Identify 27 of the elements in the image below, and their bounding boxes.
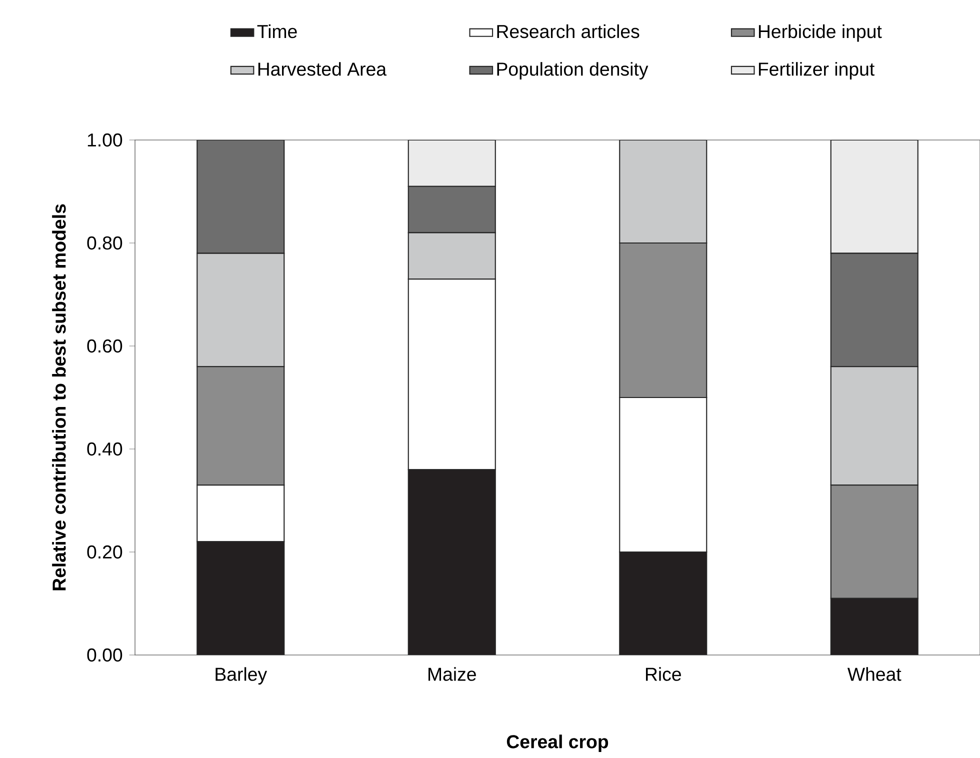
legend-label: Herbicide input bbox=[758, 24, 882, 42]
y-axis-title: Relative contribution to best subset models bbox=[52, 204, 66, 590]
legend-label: Fertilizer input bbox=[758, 62, 874, 80]
x-tick-label: Maize bbox=[428, 667, 476, 681]
legend-label: Harvested Area bbox=[258, 62, 387, 76]
bar bbox=[830, 252, 918, 368]
y-tick-label: 0.60 bbox=[87, 339, 122, 353]
y-tick-label: 0.20 bbox=[87, 545, 122, 559]
bar bbox=[408, 232, 496, 280]
bar bbox=[830, 366, 918, 486]
bar bbox=[830, 140, 918, 254]
legend-label: Research articles bbox=[497, 24, 640, 38]
y-tick-label: 0.80 bbox=[87, 236, 122, 250]
bar bbox=[196, 252, 285, 368]
x-axis-title: Cereal crop bbox=[506, 734, 608, 752]
y-tick-label: 0.00 bbox=[87, 648, 122, 662]
x-tick-label: Wheat bbox=[847, 667, 902, 681]
bar bbox=[196, 140, 285, 254]
legend-label: Population density bbox=[497, 62, 648, 80]
y-tick-label: 1.00 bbox=[88, 133, 122, 147]
legend-label: Time bbox=[257, 24, 297, 38]
x-tick-label: Rice bbox=[646, 667, 681, 681]
x-tick-label: Barley bbox=[216, 667, 268, 685]
bar bbox=[619, 140, 708, 244]
y-tick-label: 0.40 bbox=[87, 442, 122, 456]
bar bbox=[408, 186, 496, 234]
bar bbox=[408, 140, 496, 187]
